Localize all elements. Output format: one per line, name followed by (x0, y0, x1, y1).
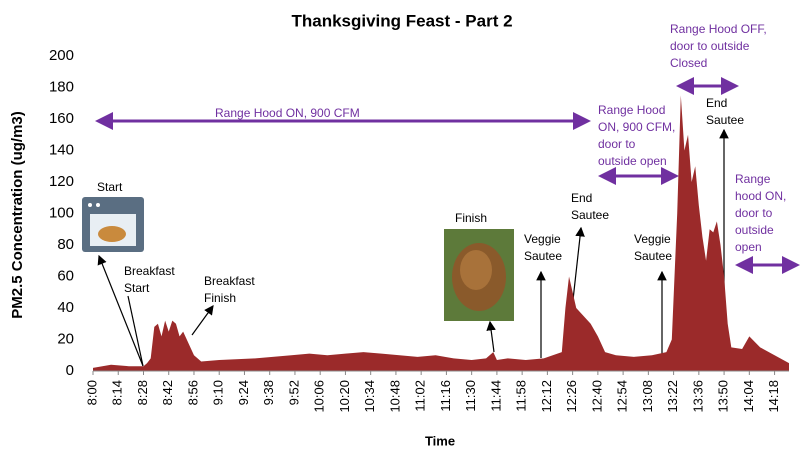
y-tick-label: 140 (49, 141, 74, 158)
turkey-photo (444, 229, 514, 321)
x-tick-label: 12:40 (589, 380, 604, 413)
annotation: door to outside (670, 39, 750, 53)
x-tick-label: 14:18 (766, 380, 781, 413)
annotation: Start (124, 281, 150, 295)
annotation: Start (97, 180, 123, 194)
x-tick-label: 11:58 (514, 380, 529, 412)
annotation: door to (735, 206, 773, 220)
annotation: Range Hood OFF, (670, 22, 767, 36)
annotation: Range (735, 172, 771, 186)
x-tick-label: 13:22 (665, 380, 680, 413)
x-tick-label: 14:04 (741, 380, 756, 413)
annotation: Veggie (524, 232, 561, 246)
annotation: Sautee (524, 249, 562, 263)
x-tick-label: 10:48 (387, 380, 402, 413)
annotation: outside open (598, 154, 667, 168)
annotation: Finish (204, 291, 236, 305)
x-tick-label: 11:30 (463, 380, 478, 412)
x-tick-label: 13:50 (716, 380, 731, 413)
x-tick-label: 13:08 (640, 380, 655, 413)
annotation: Range Hood ON, 900 CFM (215, 106, 360, 120)
annotation: Sautee (634, 249, 672, 263)
y-axis-label: PM2.5 Concentration (ug/m3) (9, 111, 26, 319)
oven-icon (82, 197, 144, 252)
y-tick-label: 100 (49, 204, 74, 221)
x-tick-label: 10:20 (337, 380, 352, 413)
annotation: hood ON, (735, 189, 786, 203)
x-tick-label: 11:16 (438, 380, 453, 412)
y-tick-label: 120 (49, 173, 74, 190)
x-tick-label: 10:34 (362, 380, 377, 413)
x-tick-label: 12:54 (615, 380, 630, 413)
x-tick-label: 9:24 (236, 380, 251, 405)
y-tick-label: 160 (49, 110, 74, 127)
y-tick-label: 200 (49, 47, 74, 64)
x-tick-label: 11:02 (413, 380, 428, 412)
chart-title: Thanksgiving Feast - Part 2 (291, 11, 512, 30)
y-tick-label: 80 (57, 236, 74, 253)
annotation: Closed (670, 56, 707, 70)
x-tick-label: 13:36 (690, 380, 705, 413)
annotation: Sautee (571, 208, 609, 222)
annotation: Sautee (706, 113, 744, 127)
x-axis-label: Time (425, 433, 455, 448)
x-tick-label: 9:10 (211, 380, 226, 405)
x-tick-label: 12:12 (539, 380, 554, 413)
x-tick-label: 8:00 (84, 380, 99, 405)
annotation: Breakfast (204, 274, 255, 288)
y-tick-label: 180 (49, 78, 74, 95)
x-tick-label: 8:42 (160, 380, 175, 405)
x-tick-label: 9:52 (286, 380, 301, 405)
x-tick-label: 9:38 (261, 380, 276, 405)
annotation: Range Hood (598, 103, 665, 117)
annotation: Finish (455, 211, 487, 225)
annotation: door to (598, 137, 636, 151)
annotation: Veggie (634, 232, 671, 246)
area (93, 95, 789, 371)
y-tick-label: 40 (57, 299, 74, 316)
annotation: ON, 900 CFM, (598, 120, 675, 134)
x-tick-label: 12:26 (564, 380, 579, 413)
y-tick-label: 20 (57, 330, 74, 347)
x-tick-label: 8:56 (185, 380, 200, 405)
annotation: outside (735, 223, 774, 237)
annotation: End (571, 191, 592, 205)
x-tick-label: 10:06 (312, 380, 327, 413)
x-tick-label: 11:44 (488, 380, 503, 412)
y-tick-label: 60 (57, 267, 74, 284)
x-tick-label: 8:14 (110, 380, 125, 405)
annotation: End (706, 96, 727, 110)
x-tick-label: 8:28 (135, 380, 150, 405)
annotation: Breakfast (124, 264, 175, 278)
y-tick-label: 0 (66, 362, 74, 379)
annotation: open (735, 240, 762, 254)
